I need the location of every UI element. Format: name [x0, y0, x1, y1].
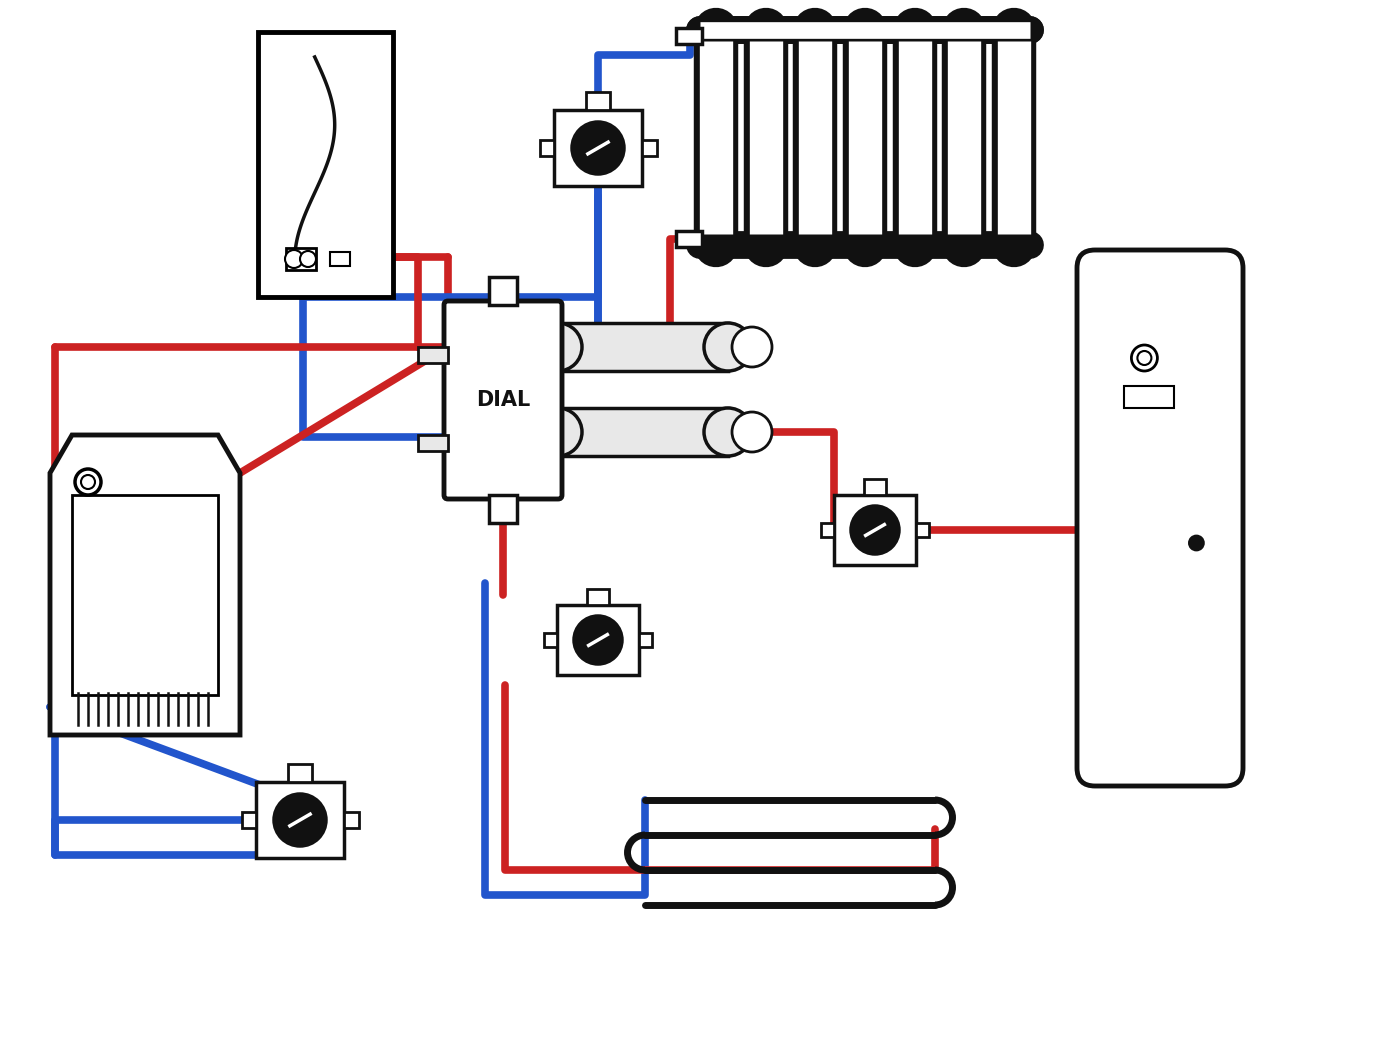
Bar: [639, 633, 652, 647]
Bar: [330, 252, 350, 266]
Text: DIAL: DIAL: [476, 390, 531, 410]
Bar: [642, 140, 656, 156]
Bar: [834, 495, 915, 564]
Bar: [676, 231, 702, 247]
Bar: [820, 522, 834, 537]
Bar: [258, 32, 393, 297]
Circle shape: [534, 323, 582, 371]
Bar: [586, 92, 610, 111]
FancyBboxPatch shape: [444, 301, 561, 500]
Circle shape: [1138, 351, 1152, 365]
Bar: [489, 495, 517, 522]
Bar: [72, 495, 217, 695]
Bar: [588, 588, 609, 605]
FancyBboxPatch shape: [1077, 250, 1243, 786]
Bar: [489, 277, 517, 305]
Bar: [554, 111, 642, 186]
Circle shape: [703, 408, 752, 456]
Circle shape: [1190, 536, 1204, 550]
Bar: [418, 435, 449, 451]
Circle shape: [299, 251, 316, 268]
Bar: [559, 408, 729, 456]
Bar: [256, 783, 344, 858]
Bar: [915, 522, 929, 537]
Circle shape: [1131, 345, 1158, 371]
Bar: [864, 479, 886, 495]
Circle shape: [731, 412, 772, 452]
Circle shape: [703, 323, 752, 371]
Bar: [241, 812, 256, 828]
Circle shape: [534, 408, 582, 456]
Circle shape: [731, 327, 772, 367]
Circle shape: [75, 469, 102, 495]
Bar: [676, 28, 702, 44]
Bar: [286, 248, 316, 270]
Bar: [288, 764, 312, 783]
Bar: [344, 812, 358, 828]
Circle shape: [274, 794, 326, 846]
Bar: [557, 605, 639, 675]
Bar: [545, 633, 557, 647]
Circle shape: [851, 506, 898, 554]
Circle shape: [573, 122, 624, 175]
Circle shape: [286, 250, 304, 268]
Bar: [1124, 386, 1173, 408]
Circle shape: [574, 616, 623, 664]
Bar: [559, 323, 729, 371]
Polygon shape: [50, 435, 240, 735]
Bar: [539, 140, 554, 156]
Circle shape: [81, 475, 95, 489]
Bar: [418, 347, 449, 363]
